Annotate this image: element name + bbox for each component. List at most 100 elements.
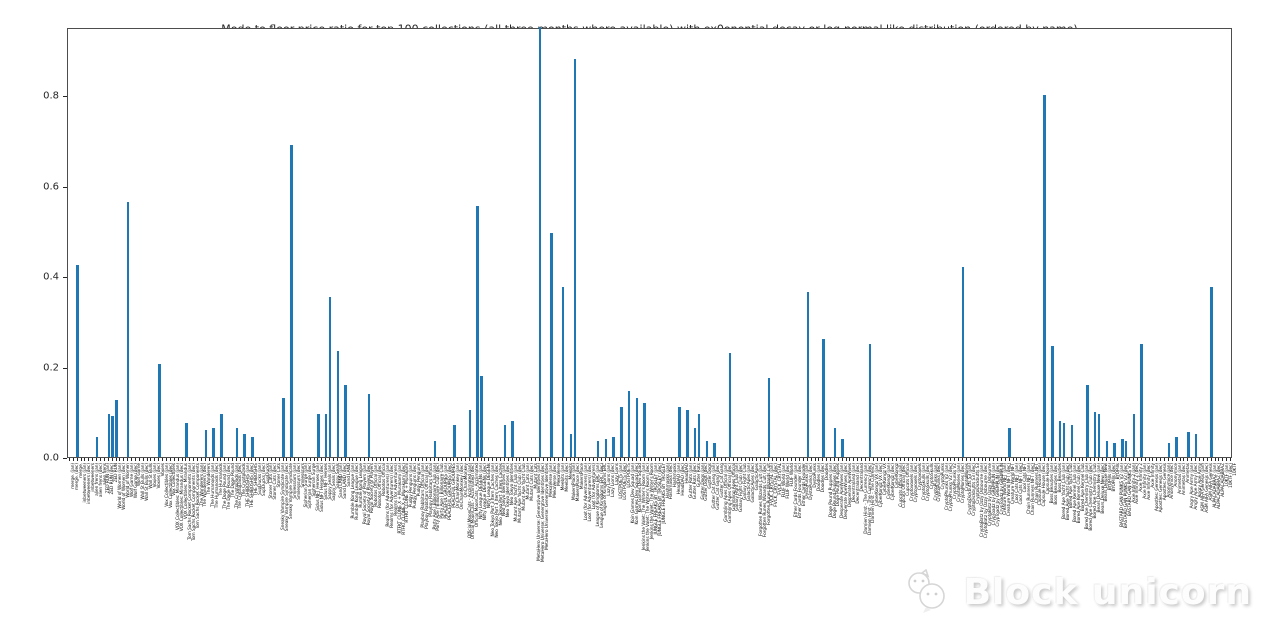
x-tick-mark: [709, 458, 711, 461]
x-tick-mark: [111, 458, 113, 461]
x-tick-mark: [531, 458, 533, 461]
x-tick-mark: [1070, 458, 1072, 461]
x-tick-mark: [239, 458, 241, 461]
x-tick-mark: [954, 458, 956, 461]
bar: [686, 409, 689, 457]
x-tick-mark: [694, 458, 696, 461]
x-tick-mark: [670, 458, 672, 461]
bar: [290, 145, 293, 457]
bar: [1058, 420, 1062, 457]
x-tick-mark: [282, 458, 284, 461]
x-tick-mark: [177, 458, 179, 461]
x-tick-mark: [783, 458, 785, 461]
x-tick-mark: [1187, 458, 1189, 461]
x-tick-mark: [290, 458, 292, 461]
bar: [604, 438, 608, 457]
x-tick-mark: [997, 458, 999, 461]
x-tick-mark: [1175, 458, 1177, 461]
bar: [596, 441, 600, 457]
x-tick-mark: [1195, 458, 1197, 461]
x-tick-mark: [399, 458, 401, 461]
x-tick-mark: [224, 458, 226, 461]
x-tick-mark: [437, 458, 439, 461]
block-unicorn-watermark: Block unicorn: [902, 569, 1252, 615]
bar: [1175, 436, 1178, 457]
bar: [1167, 443, 1171, 457]
bar: [126, 201, 130, 457]
x-tick-mark: [981, 458, 983, 461]
y-tick-label: 0.2: [43, 362, 59, 374]
x-tick-mark: [795, 458, 797, 461]
x-tick-mark: [562, 458, 564, 461]
x-tick-mark: [146, 458, 148, 461]
x-tick-mark: [965, 458, 967, 461]
x-tick-mark: [830, 458, 832, 461]
x-tick-mark: [865, 458, 867, 461]
x-tick-mark: [274, 458, 276, 461]
x-tick-mark: [841, 458, 843, 461]
x-tick-mark: [1059, 458, 1061, 461]
x-tick-mark: [845, 458, 847, 461]
bar: [115, 400, 118, 457]
x-tick-mark: [418, 458, 420, 461]
x-tick-mark: [729, 458, 731, 461]
x-tick-mark: [430, 458, 432, 461]
x-tick-mark: [457, 458, 459, 461]
x-tick-mark: [597, 458, 599, 461]
x-tick-mark: [1113, 458, 1115, 461]
x-tick-mark: [771, 458, 773, 461]
bar: [1105, 441, 1109, 457]
x-tick-mark: [480, 458, 482, 461]
x-tick-mark: [1094, 458, 1096, 461]
x-tick-mark: [1105, 458, 1107, 461]
x-tick-mark: [1132, 458, 1134, 461]
bar: [95, 436, 99, 457]
bar: [1140, 343, 1143, 457]
x-tick-mark: [818, 458, 820, 461]
x-tick-mark: [371, 458, 373, 461]
x-tick-mark: [884, 458, 886, 461]
x-tick-mark: [286, 458, 288, 461]
bar: [453, 425, 456, 457]
x-tick-mark: [698, 458, 700, 461]
x-tick-mark: [449, 458, 451, 461]
x-tick-mark: [659, 458, 661, 461]
bar: [433, 441, 437, 457]
x-tick-mark: [301, 458, 303, 461]
bar: [767, 377, 771, 457]
x-tick-mark: [344, 458, 346, 461]
x-tick-mark: [367, 458, 369, 461]
bar: [476, 206, 479, 457]
x-tick-mark: [643, 458, 645, 461]
x-tick-mark: [593, 458, 595, 461]
x-tick-mark: [1066, 458, 1068, 461]
x-tick-mark: [1210, 458, 1212, 461]
x-tick-mark: [950, 458, 952, 461]
x-tick-mark: [492, 458, 494, 461]
x-tick-mark: [204, 458, 206, 461]
x-tick-mark: [958, 458, 960, 461]
watermark-text: Block unicorn: [963, 571, 1252, 613]
x-tick-mark: [1043, 458, 1045, 461]
x-tick-mark: [732, 458, 734, 461]
x-tick-mark: [181, 458, 183, 461]
x-tick-mark: [989, 458, 991, 461]
bar: [503, 425, 507, 457]
x-tick-mark: [154, 458, 156, 461]
bar: [693, 427, 697, 457]
x-tick-mark: [1179, 458, 1181, 461]
x-tick-mark: [243, 458, 245, 461]
x-tick-mark: [1016, 458, 1018, 461]
bar: [1097, 414, 1101, 457]
x-tick-mark: [1008, 458, 1010, 461]
x-tick-mark: [251, 458, 253, 461]
x-tick-mark: [760, 458, 762, 461]
x-tick-mark: [503, 458, 505, 461]
x-tick-mark: [220, 458, 222, 461]
x-tick-mark: [484, 458, 486, 461]
bar: [1194, 434, 1198, 457]
x-tick-mark: [166, 458, 168, 461]
x-tick-mark: [600, 458, 602, 461]
x-tick-mark: [1230, 458, 1232, 461]
x-tick-mark: [1152, 458, 1154, 461]
